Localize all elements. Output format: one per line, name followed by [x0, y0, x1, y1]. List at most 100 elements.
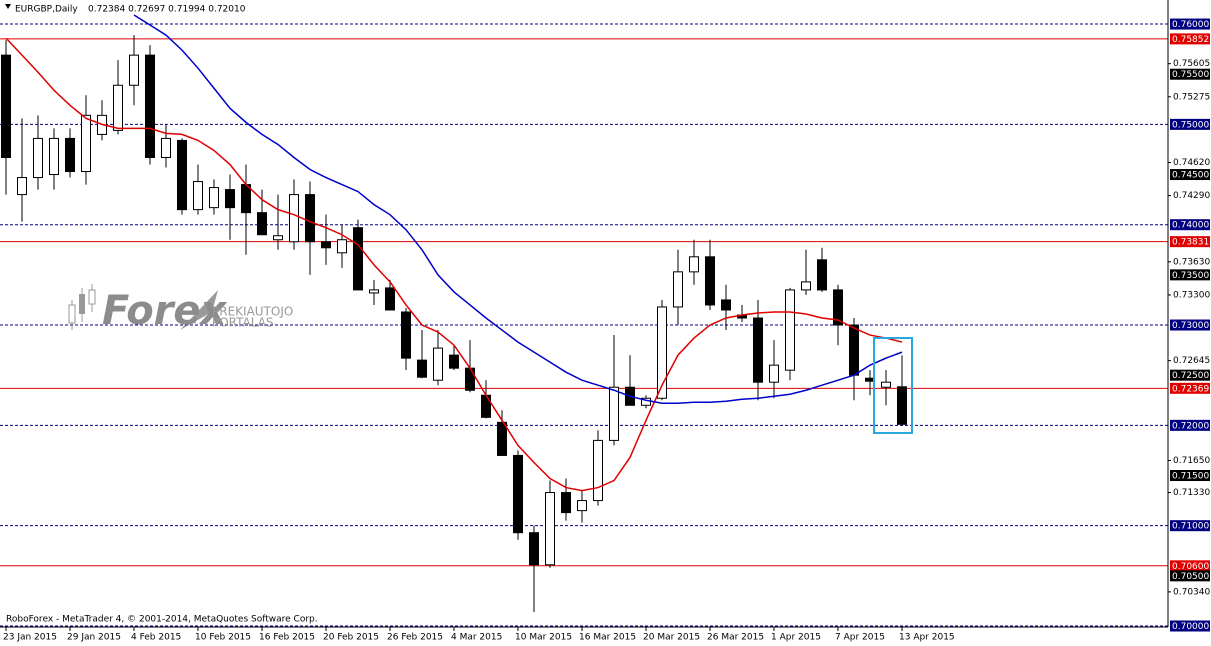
candle-body [705, 256, 715, 306]
level-label: 0.74500 [1172, 171, 1209, 181]
candle-body [1, 54, 11, 158]
x-tick-label: 10 Feb 2015 [195, 633, 251, 643]
footer: RoboForex - MetaTrader 4, © 2001-2014, M… [6, 615, 318, 625]
candle-body [49, 137, 59, 176]
level-label-box [1170, 219, 1210, 231]
x-tick-label: 7 Apr 2015 [835, 633, 885, 643]
x-tick-label: 26 Feb 2015 [387, 633, 443, 643]
x-tick-label: 20 Feb 2015 [323, 633, 379, 643]
y-tick-label: 0.73300 [1173, 290, 1210, 300]
level-label: 0.73000 [1172, 321, 1209, 331]
candle-body [577, 500, 587, 512]
candle-body [161, 137, 171, 158]
candle-body [337, 239, 347, 254]
x-tick-label: 10 Mar 2015 [515, 633, 572, 643]
level-label-box [1170, 470, 1210, 482]
y-tick-label: 0.74620 [1173, 158, 1210, 168]
candle-body [193, 181, 203, 211]
candle-body [657, 306, 667, 399]
candle-body [273, 235, 283, 241]
y-tick-label: 0.73630 [1173, 257, 1210, 267]
level-label: 0.73831 [1172, 238, 1209, 248]
candle-body [529, 532, 539, 566]
candle-body [289, 194, 299, 243]
level-label-box [1170, 620, 1210, 632]
level-label-box [1170, 169, 1210, 181]
ohlc-header: 0.72384 0.72697 0.71994 0.72010 [88, 5, 246, 15]
candle-body [369, 289, 379, 294]
y-tick-label: 0.75605 [1173, 59, 1210, 69]
candle-body [785, 289, 795, 371]
level-label-box [1170, 33, 1210, 45]
level-label-box [1170, 118, 1210, 130]
x-tick-label: 23 Jan 2015 [3, 633, 57, 643]
level-label: 0.75852 [1172, 35, 1209, 45]
candle-body [113, 84, 123, 131]
candle-body [321, 241, 331, 249]
candle-body [545, 492, 555, 566]
y-tick-label: 0.71330 [1173, 488, 1210, 498]
level-label: 0.75000 [1172, 120, 1209, 130]
candle-body [241, 184, 251, 214]
level-label: 0.71500 [1172, 472, 1209, 482]
candle-body [17, 177, 27, 196]
candle-body [849, 324, 859, 376]
candle-body [433, 347, 443, 381]
candle-body [561, 492, 571, 514]
x-tick-label: 26 Mar 2015 [707, 633, 764, 643]
level-label-box [1170, 382, 1210, 394]
level-label: 0.72000 [1172, 421, 1209, 431]
level-label-box [1170, 369, 1210, 381]
candle-body [145, 54, 155, 158]
watermark: Forex PREKIAUTOJO PORTALAS [68, 284, 293, 334]
x-tick-label: 16 Mar 2015 [579, 633, 636, 643]
candle-body [753, 317, 763, 383]
x-tick-label: 13 Apr 2015 [899, 633, 955, 643]
candle-body [385, 287, 395, 311]
candle-body [225, 189, 235, 209]
level-label: 0.72500 [1172, 371, 1209, 381]
level-label: 0.76000 [1172, 20, 1209, 30]
level-label-box [1170, 560, 1210, 572]
candle-body [769, 364, 779, 383]
level-label: 0.71000 [1172, 522, 1209, 532]
level-label: 0.70600 [1172, 562, 1209, 572]
level-label-box [1170, 18, 1210, 30]
x-tick-label: 20 Mar 2015 [643, 633, 700, 643]
candle-body [129, 54, 139, 86]
level-label-box [1170, 419, 1210, 431]
candle-body [481, 394, 491, 418]
candle-body [257, 212, 267, 236]
candle-body [81, 114, 91, 173]
candle-body [593, 439, 603, 502]
x-tick-label: 4 Feb 2015 [131, 633, 181, 643]
watermark-line: PREKIAUTOJO [212, 305, 293, 319]
level-label: 0.72369 [1172, 384, 1209, 394]
level-label: 0.70500 [1172, 572, 1209, 582]
candle-body [609, 386, 619, 441]
highlight-box [873, 337, 913, 434]
y-tick-label: 0.70340 [1173, 587, 1210, 597]
y-tick-label: 0.71650 [1173, 456, 1210, 466]
y-tick-label: 0.72645 [1173, 356, 1210, 366]
candle-body [353, 227, 363, 291]
candle-body [177, 139, 187, 211]
candle-body [513, 454, 523, 534]
candle-body [897, 386, 907, 425]
candle-body [449, 354, 459, 369]
candle-body [33, 137, 43, 179]
candle-body [497, 421, 507, 456]
level-label-box [1170, 68, 1210, 80]
x-tick-label: 16 Feb 2015 [259, 633, 315, 643]
candle-body [801, 281, 811, 291]
x-tick-label: 29 Jan 2015 [67, 633, 121, 643]
moving-average-line [5, 37, 903, 492]
x-tick-label: 4 Mar 2015 [451, 633, 502, 643]
level-label: 0.73500 [1172, 271, 1209, 281]
candle-body [721, 299, 731, 311]
candle-body [209, 187, 219, 209]
candle-body [401, 311, 411, 359]
candle-body [881, 381, 891, 388]
